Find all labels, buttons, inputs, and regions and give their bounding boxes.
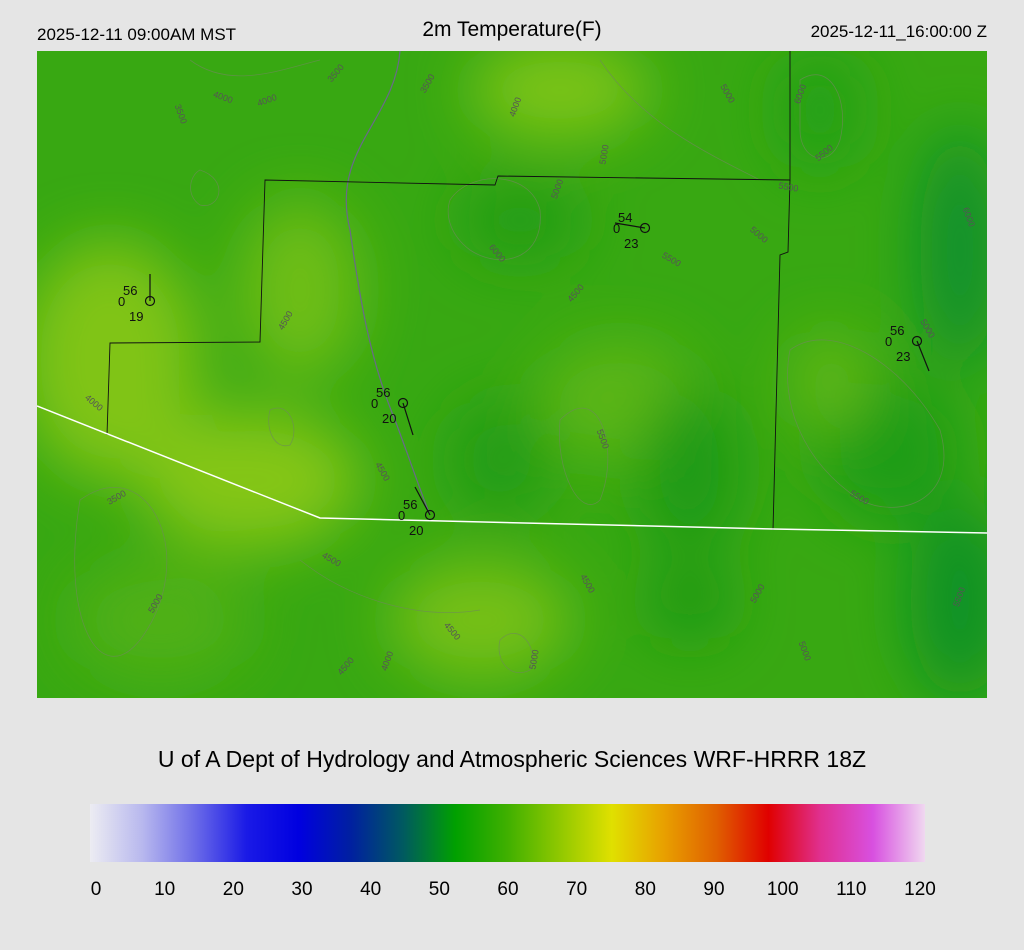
colorbar-tick-label: 110 xyxy=(836,879,866,900)
station-temperature: 56 xyxy=(376,385,390,400)
wind-barb xyxy=(402,402,414,436)
wind-barb xyxy=(414,486,431,516)
footer-title: U of A Dept of Hydrology and Atmospheric… xyxy=(158,746,866,772)
contour-label: 5000 xyxy=(527,649,540,670)
station-marker xyxy=(397,397,409,409)
colorbar-tick-label: 10 xyxy=(154,879,175,900)
colorbar-tick-label: 100 xyxy=(767,879,799,900)
station-temperature: 54 xyxy=(618,210,632,225)
station-temperature: 56 xyxy=(403,497,417,512)
wind-barb xyxy=(614,222,646,229)
station-extra: 0 xyxy=(118,294,125,309)
colorbar-tick-label: 30 xyxy=(291,879,312,900)
station-temperature: 56 xyxy=(123,283,137,298)
colorbar-tick-label: 20 xyxy=(223,879,244,900)
station-dewpoint: 19 xyxy=(129,309,143,324)
colorbar-tick-label: 60 xyxy=(497,879,518,900)
colorbar-tick-label: 80 xyxy=(635,879,656,900)
colorbar xyxy=(90,804,925,862)
colorbar-tick-label: 40 xyxy=(360,879,381,900)
wind-barb xyxy=(916,340,930,372)
station-dewpoint: 23 xyxy=(624,236,638,251)
colorbar-tick-label: 120 xyxy=(904,879,936,900)
station-dewpoint: 20 xyxy=(382,411,396,426)
colorbar-tick-label: 0 xyxy=(91,879,102,900)
colorbar-tick-label: 50 xyxy=(429,879,450,900)
contour-label: 5000 xyxy=(597,144,610,165)
station-extra: 0 xyxy=(398,508,405,523)
station-marker xyxy=(639,222,651,234)
colorbar-tick-label: 70 xyxy=(566,879,587,900)
map-title: 2m Temperature(F) xyxy=(422,18,601,41)
station-extra: 0 xyxy=(885,334,892,349)
colorbar-tick-label: 90 xyxy=(703,879,724,900)
station-extra: 0 xyxy=(371,396,378,411)
station-dewpoint: 23 xyxy=(896,349,910,364)
station-marker xyxy=(911,335,923,347)
station-marker xyxy=(424,509,436,521)
valid-time: 2025-12-11 09:00AM MST xyxy=(37,25,236,44)
station-extra: 0 xyxy=(613,221,620,236)
station-dewpoint: 20 xyxy=(409,523,423,538)
utc-time: 2025-12-11_16:00:00 Z xyxy=(811,22,987,41)
station-temperature: 56 xyxy=(890,323,904,338)
contour-label: 5500 xyxy=(778,180,799,193)
